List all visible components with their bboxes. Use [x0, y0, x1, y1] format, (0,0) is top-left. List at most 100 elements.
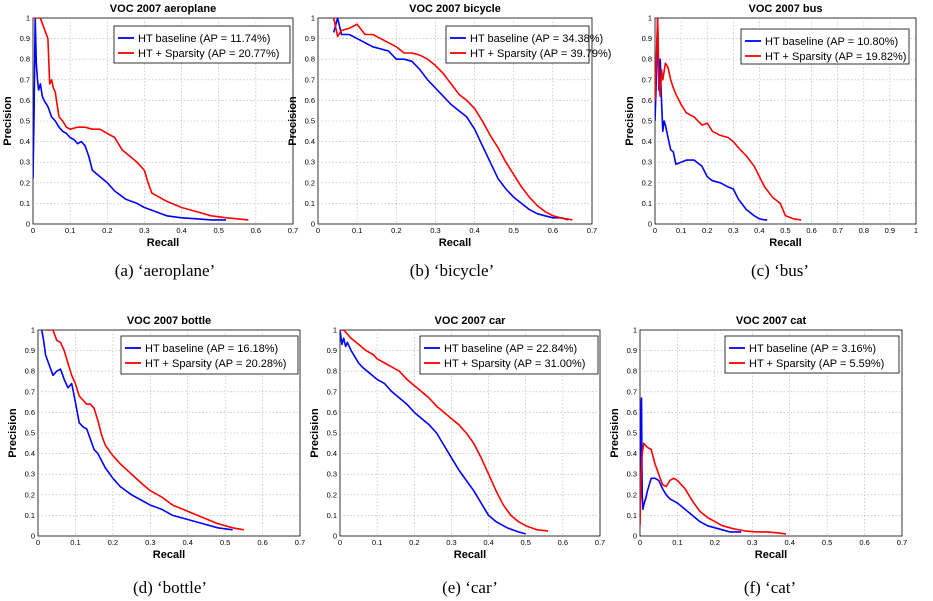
- series-line-baseline: [33, 18, 227, 221]
- x-tick-label: 0.5: [213, 226, 223, 235]
- chart-bottle: 0 0.1 0.2 0.3 0.4 0.5 0.6 0.7 0 0.1 0.2 0.3 0.4 0.5 0.…: [7, 315, 305, 561]
- y-tick-label: 1: [633, 326, 637, 335]
- caption-f: (f) ‘cat’: [744, 578, 796, 597]
- x-tick-label: 0.1: [70, 538, 80, 547]
- x-axis-label: Recall: [454, 549, 486, 561]
- x-tick-label: 0.4: [469, 226, 479, 235]
- x-tick-label: 0.3: [446, 538, 456, 547]
- y-tick-label: 0.2: [305, 178, 315, 187]
- y-tick-label: 0.4: [642, 137, 652, 146]
- legend-box: [724, 335, 900, 374]
- y-tick-label: 0.3: [327, 470, 337, 479]
- y-tick-label: 0.7: [20, 75, 30, 84]
- series-line-sparsity: [640, 442, 787, 535]
- charts-group: 0 0.1 0.2 0.3 0.4 0.5 0.6 0.7 0 0.1 0.2 0.3 0.4 0.5 0.…: [2, 3, 918, 561]
- x-tick-label: 0.4: [483, 538, 493, 547]
- y-tick-label: 1: [26, 14, 30, 23]
- legend-box: [419, 335, 599, 375]
- legend-entry: HT + Sparsity (AP = 39.79%): [470, 48, 611, 60]
- y-tick-label: 0.4: [25, 449, 35, 458]
- y-tick-label: 0.8: [627, 367, 637, 376]
- y-axis-label: Precision: [309, 408, 321, 458]
- x-tick-label: 0.3: [747, 538, 757, 547]
- y-tick-label: 0.5: [305, 117, 315, 126]
- x-tick-label: 0.3: [139, 226, 149, 235]
- x-tick-label: 0.5: [520, 538, 530, 547]
- x-tick-label: 0.6: [806, 226, 816, 235]
- y-tick-label: 0.9: [627, 346, 637, 355]
- y-tick-label: 0: [31, 532, 35, 541]
- legend: HT baseline (AP = 3.16%) HT + Sparsity (A…: [724, 335, 900, 374]
- y-tick-label: 0.1: [642, 199, 652, 208]
- x-tick-label: 0.2: [702, 226, 712, 235]
- x-tick-label: 0.7: [897, 538, 907, 547]
- y-tick-label: 1: [31, 326, 35, 335]
- series-line-baseline: [340, 330, 526, 535]
- legend-entry: HT baseline (AP = 16.18%): [145, 343, 278, 355]
- y-tick-label: 0.3: [20, 158, 30, 167]
- x-tick-label: 0.4: [182, 538, 192, 547]
- legend: HT baseline (AP = 34.38%) HT + Sparsity (…: [445, 25, 611, 64]
- legend: HT baseline (AP = 22.84%) HT + Sparsity (…: [419, 335, 599, 375]
- x-tick-label: 0.4: [754, 226, 764, 235]
- x-tick-label: 0: [338, 538, 342, 547]
- y-tick-label: 0.7: [327, 387, 337, 396]
- y-tick-label: 0.4: [20, 137, 30, 146]
- x-axis-label: Recall: [755, 549, 787, 561]
- x-tick-label: 0.1: [672, 538, 682, 547]
- y-tick-label: 0.6: [642, 96, 652, 105]
- legend-entry: HT baseline (AP = 3.16%): [749, 343, 876, 355]
- y-tick-label: 0.9: [642, 34, 652, 43]
- x-tick-label: 0.5: [220, 538, 230, 547]
- series-line-sparsity: [655, 18, 802, 221]
- x-tick-label: 0.4: [784, 538, 794, 547]
- y-tick-label: 0.6: [25, 408, 35, 417]
- legend-entry: HT + Sparsity (AP = 20.28%): [145, 358, 286, 370]
- y-tick-label: 0.5: [20, 117, 30, 126]
- x-tick-label: 0.2: [102, 226, 112, 235]
- x-tick-label: 0.3: [430, 226, 440, 235]
- legend-box: [740, 28, 910, 65]
- y-tick-label: 0.4: [305, 137, 315, 146]
- legend-entry: HT baseline (AP = 22.84%): [444, 343, 577, 355]
- y-tick-label: 0.8: [305, 55, 315, 64]
- y-tick-label: 0.8: [25, 367, 35, 376]
- y-tick-label: 0.1: [305, 199, 315, 208]
- x-tick-label: 0.1: [65, 226, 75, 235]
- chart-cat: 0 0.1 0.2 0.3 0.4 0.5 0.6 0.7 0 0.1 0.2 0.3 0.4 0.5 0.…: [609, 315, 907, 561]
- legend: HT baseline (AP = 10.80%) HT + Sparsity (…: [740, 28, 910, 65]
- caption-d: (d) ‘bottle’: [133, 578, 207, 597]
- x-axis-label: Recall: [153, 549, 185, 561]
- chart-title: VOC 2007 cat: [736, 315, 807, 327]
- y-tick-label: 0.8: [327, 367, 337, 376]
- x-tick-label: 0.1: [676, 226, 686, 235]
- y-tick-label: 0.1: [20, 199, 30, 208]
- x-tick-label: 0.8: [859, 226, 869, 235]
- y-tick-label: 0.4: [627, 449, 637, 458]
- x-tick-label: 0: [36, 538, 40, 547]
- y-tick-label: 0.6: [20, 96, 30, 105]
- caption-c: (c) ‘bus’: [751, 261, 809, 280]
- chart-bicycle: 0 0.1 0.2 0.3 0.4 0.5 0.6 0.7 0 0.1 0.2 0.3 0.4 0.5 0.…: [287, 3, 611, 249]
- x-axis-label: Recall: [769, 237, 801, 249]
- x-tick-label: 0.6: [548, 226, 558, 235]
- x-tick-label: 0.3: [145, 538, 155, 547]
- caption-a: (a) ‘aeroplane’: [115, 261, 216, 280]
- chart-car: 0 0.1 0.2 0.3 0.4 0.5 0.6 0.7 0 0.1 0.2 0.3 0.4 0.5 0.…: [309, 315, 605, 561]
- x-tick-label: 0: [638, 538, 642, 547]
- x-tick-label: 0.7: [288, 226, 298, 235]
- y-tick-label: 0: [26, 220, 30, 229]
- legend-box: [445, 25, 590, 64]
- y-tick-label: 0.9: [305, 34, 315, 43]
- x-tick-label: 0: [31, 226, 35, 235]
- y-tick-label: 0.7: [25, 387, 35, 396]
- series-line-baseline: [640, 397, 742, 533]
- y-tick-label: 0: [333, 532, 337, 541]
- x-tick-label: 0.2: [108, 538, 118, 547]
- y-tick-label: 0.7: [642, 75, 652, 84]
- series-line-sparsity: [340, 330, 549, 532]
- y-tick-label: 1: [648, 14, 652, 23]
- y-tick-label: 0.2: [25, 490, 35, 499]
- x-tick-label: 0.2: [409, 538, 419, 547]
